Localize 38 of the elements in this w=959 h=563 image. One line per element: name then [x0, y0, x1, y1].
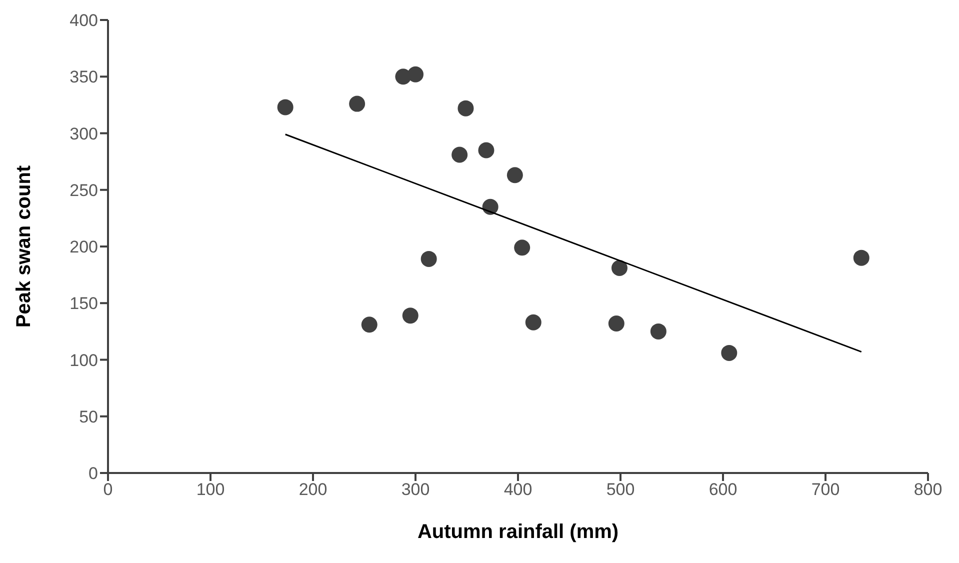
x-tick-label: 400 [504, 480, 532, 500]
y-tick-label: 100 [70, 350, 98, 370]
point [721, 344, 738, 361]
x-tick-label: 600 [708, 480, 738, 500]
x-tick-label: 800 [914, 480, 942, 500]
point [514, 240, 530, 256]
x-tick-label: 500 [606, 480, 635, 500]
x-tick-label: 700 [811, 480, 840, 500]
y-tick-label: 0 [88, 464, 98, 484]
point [650, 323, 666, 340]
point [420, 250, 437, 267]
y-axis-title: Peak swan count [13, 165, 36, 328]
point [402, 308, 418, 324]
y-tick-label: 300 [70, 124, 98, 144]
point [611, 260, 628, 276]
x-tick-label: 100 [196, 480, 225, 500]
point [277, 99, 294, 116]
y-tick-label: 50 [79, 407, 98, 426]
x-tick-label: 0 [103, 480, 113, 500]
y-tick-label: 250 [70, 180, 98, 200]
y-tick-label: 350 [70, 68, 98, 87]
point [853, 250, 870, 266]
point [452, 146, 468, 163]
point [525, 314, 542, 330]
point [458, 100, 474, 116]
point [478, 142, 494, 158]
point [482, 198, 498, 215]
x-tick-label: 300 [401, 480, 430, 500]
y-tick-label: 150 [70, 294, 98, 314]
point [349, 96, 366, 112]
point [408, 66, 424, 82]
point [608, 316, 624, 332]
y-tick-label: 200 [70, 238, 98, 257]
point [361, 316, 378, 333]
x-axis-title: Autumn rainfall (mm) [417, 521, 619, 543]
point [506, 167, 523, 184]
y-tick-label: 400 [70, 11, 98, 30]
x-tick-label: 200 [298, 480, 328, 500]
